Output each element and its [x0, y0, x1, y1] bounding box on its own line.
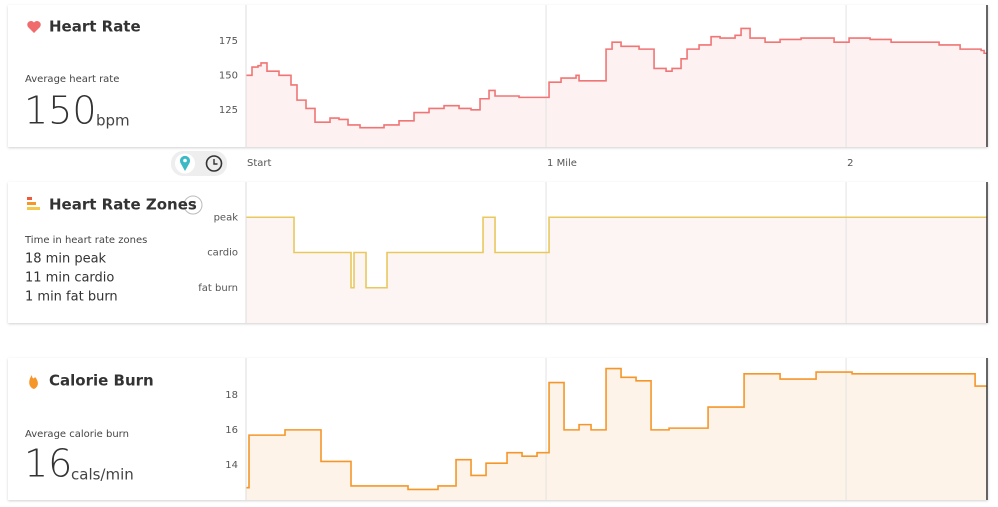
- stat-value: 150: [24, 89, 97, 133]
- panel-title: Heart Rate Zones: [49, 196, 197, 214]
- summary-line: 18 min peak: [25, 252, 107, 267]
- y-tick-label: 16: [225, 425, 238, 436]
- summary-title: Time in heart rate zones: [24, 235, 147, 246]
- flame-icon: [29, 375, 38, 389]
- data-line: [246, 367, 988, 491]
- heart-icon: [27, 21, 41, 33]
- area-fill: [246, 217, 988, 323]
- summary-line: 11 min cardio: [25, 271, 114, 286]
- stat-label: Average heart rate: [25, 74, 119, 85]
- y-tick-label: 18: [225, 390, 238, 401]
- y-tick-label: 125: [219, 105, 238, 116]
- stat-label: Average calorie burn: [25, 429, 129, 440]
- y-tick-label: peak: [214, 212, 239, 223]
- svg-text:?: ?: [190, 199, 196, 212]
- y-tick-label: cardio: [207, 248, 238, 259]
- x-tick-label: 2: [847, 158, 853, 169]
- area-fill: [246, 368, 988, 500]
- x-tick-label: Start: [247, 158, 272, 169]
- y-tick-label: 175: [219, 36, 238, 47]
- data-line: [246, 216, 988, 289]
- help-button[interactable]: ?: [183, 195, 203, 215]
- area-fill: [246, 28, 988, 148]
- data-line: [246, 27, 988, 129]
- y-tick-label: fat burn: [198, 283, 238, 294]
- panel-title: Calorie Burn: [49, 372, 154, 390]
- view-toggle[interactable]: [171, 151, 227, 176]
- y-tick-label: 150: [219, 70, 238, 81]
- x-tick-label: 1 Mile: [547, 158, 577, 169]
- stat-unit: cals/min: [71, 466, 134, 484]
- y-tick-label: 14: [225, 460, 238, 471]
- panel-title: Heart Rate: [49, 18, 141, 36]
- stat-unit: bpm: [96, 112, 130, 130]
- zones-icon: [27, 197, 40, 210]
- plots: 125 150 175 Start 1 Mile 2 fat burn cardio peak 1…: [198, 5, 988, 500]
- stat-value: 16: [24, 442, 72, 486]
- summary-line: 1 min fat burn: [25, 290, 118, 305]
